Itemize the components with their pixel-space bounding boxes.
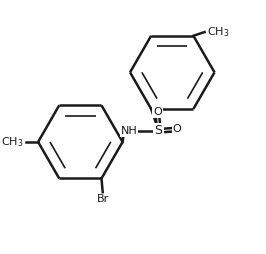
- Text: S: S: [155, 124, 163, 137]
- Text: Br: Br: [97, 194, 109, 204]
- Text: O: O: [173, 124, 182, 134]
- Text: CH$_3$: CH$_3$: [207, 25, 229, 39]
- Text: NH: NH: [120, 126, 137, 136]
- Text: O: O: [153, 107, 162, 117]
- Text: CH$_3$: CH$_3$: [1, 135, 24, 149]
